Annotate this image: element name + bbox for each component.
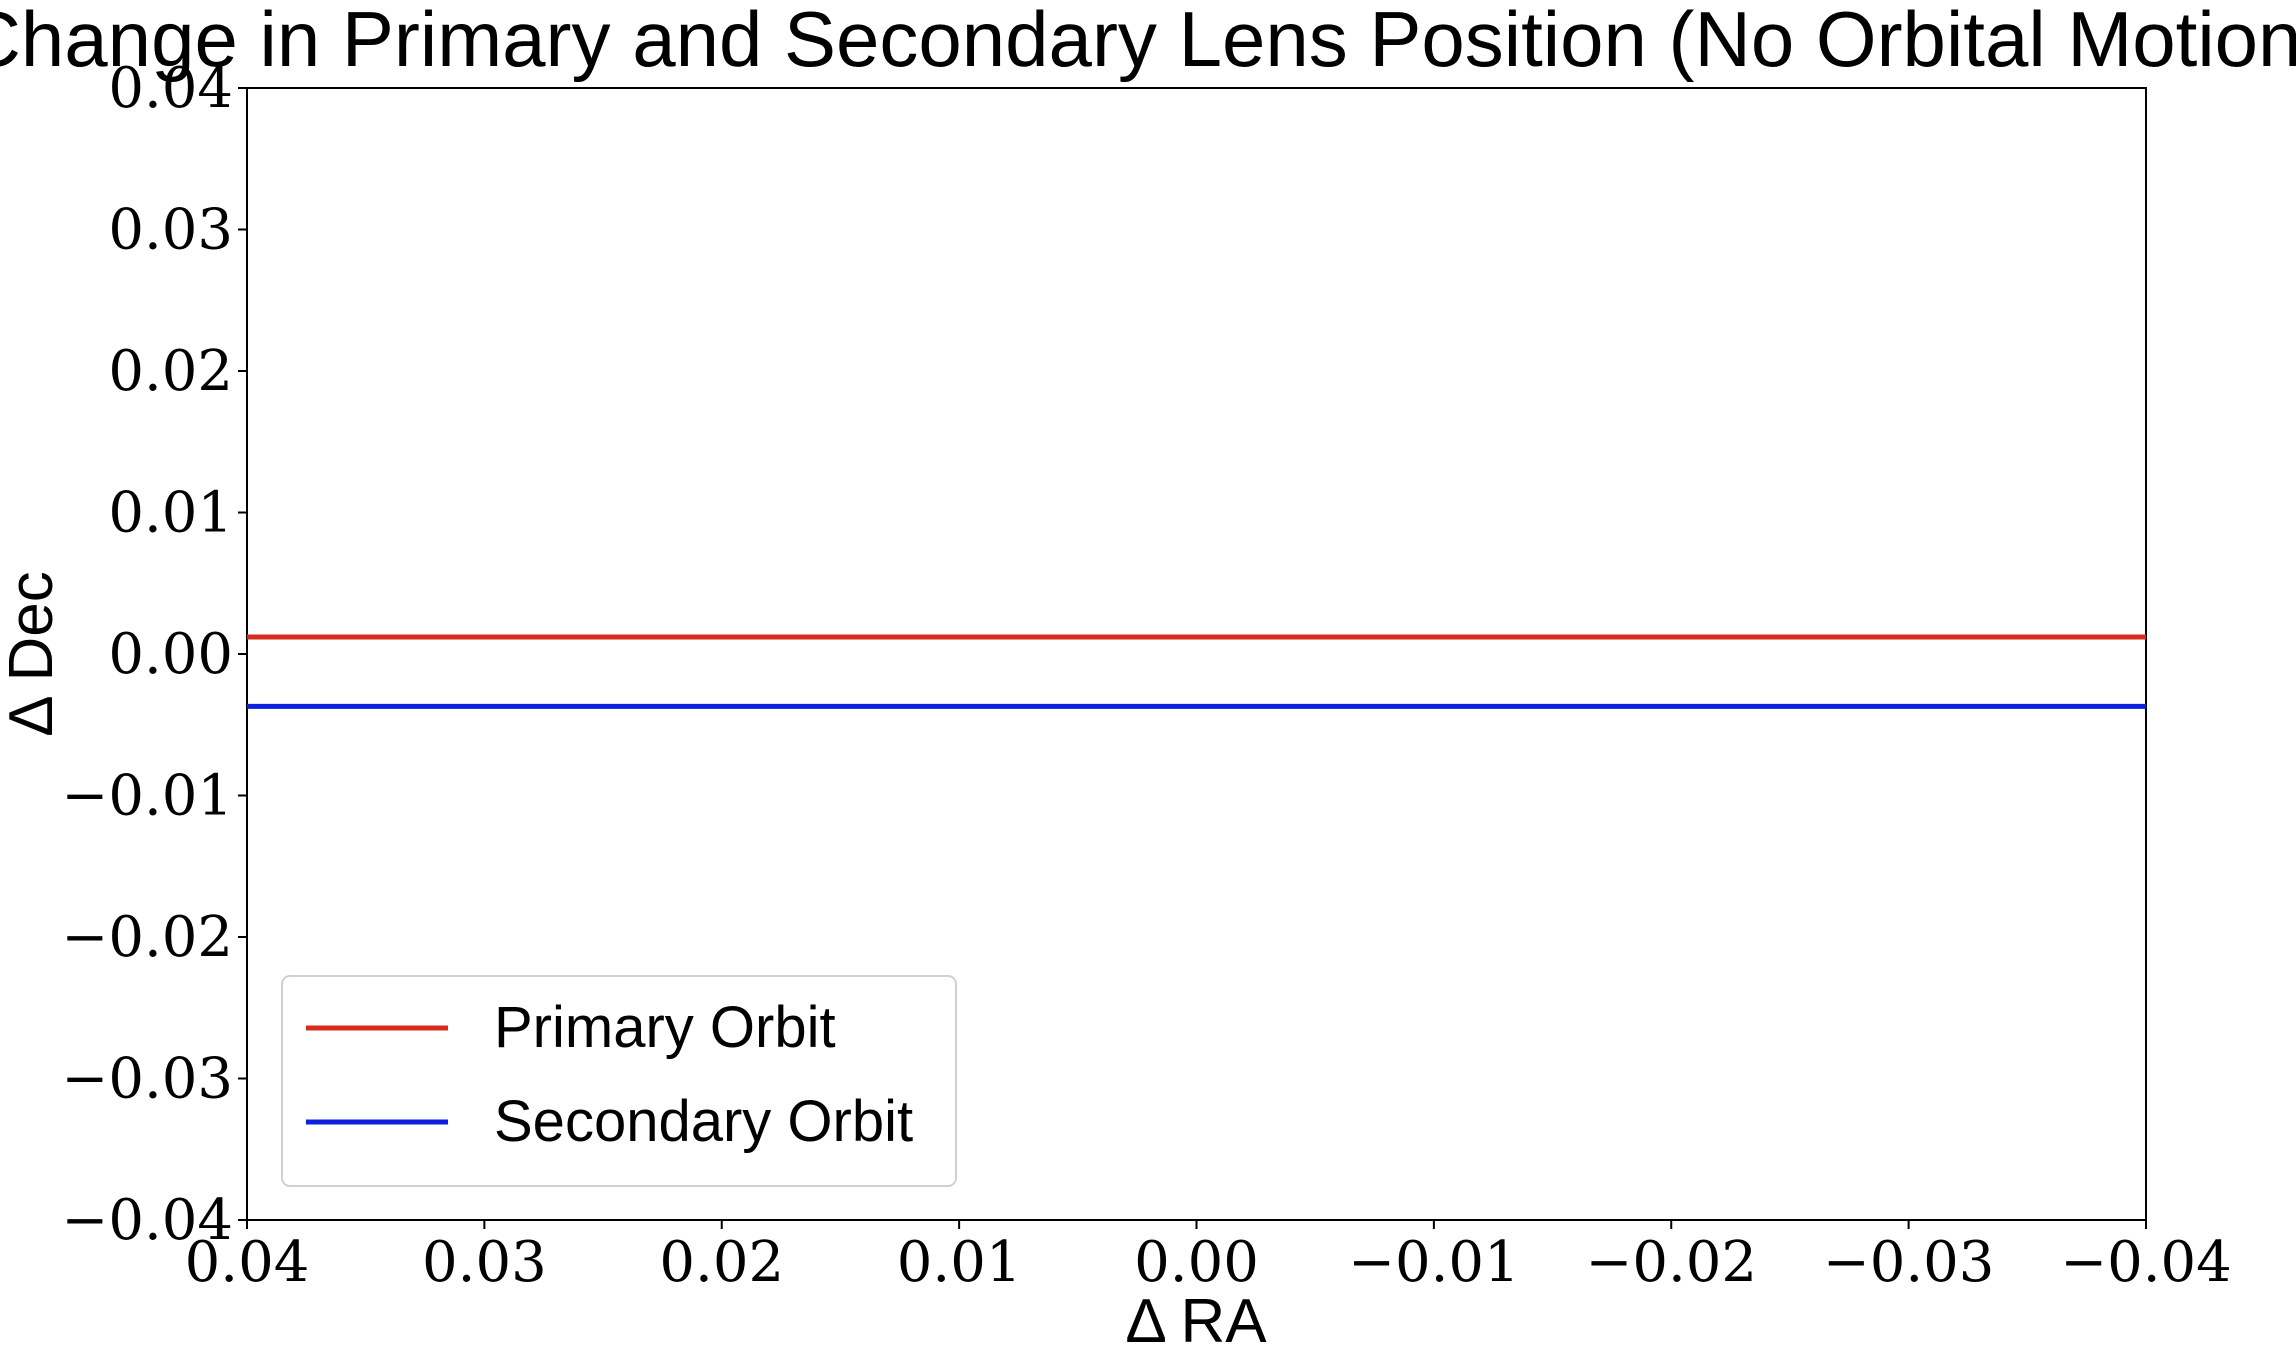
- x-axis-ticks: 0.04 0.03 0.02 0.01 0.00 −0.01 −0.02 −0.03 −0.04: [185, 1220, 2232, 1295]
- x-tick-label: −0.03: [1823, 1230, 1995, 1295]
- x-tick-label: −0.02: [1585, 1230, 1757, 1295]
- y-tick-label: 0.02: [108, 339, 233, 404]
- x-axis-label: Δ RA: [1125, 1287, 1267, 1350]
- y-tick-label: 0.04: [108, 56, 233, 121]
- y-tick-label: −0.01: [61, 764, 233, 829]
- x-tick-label: 0.00: [1134, 1230, 1259, 1295]
- legend-box: [281, 975, 957, 1187]
- x-tick-label: 0.01: [897, 1230, 1022, 1295]
- y-tick-label: −0.04: [61, 1188, 233, 1253]
- y-axis-label: Δ Dec: [0, 571, 66, 736]
- x-tick-label: 0.03: [422, 1230, 547, 1295]
- y-tick-label: −0.02: [61, 905, 233, 970]
- chart-title: Change in Primary and Secondary Lens Pos…: [0, 0, 2296, 83]
- series-lines: [247, 634, 2146, 709]
- y-tick-label: 0.00: [108, 622, 233, 687]
- x-tick-label: 0.02: [659, 1230, 784, 1295]
- legend-label-secondary: Secondary Orbit: [494, 1089, 913, 1154]
- y-tick-label: 0.01: [108, 481, 233, 546]
- y-axis-ticks: 0.04 0.03 0.02 0.01 0.00 −0.01 −0.02 −0.03 −0.04: [61, 56, 247, 1253]
- legend: Primary Orbit Secondary Orbit: [281, 975, 957, 1187]
- y-tick-label: −0.03: [61, 1047, 233, 1112]
- legend-label-primary: Primary Orbit: [494, 995, 836, 1060]
- y-tick-label: 0.03: [108, 198, 233, 263]
- x-tick-label: −0.01: [1348, 1230, 1520, 1295]
- x-tick-label: 0.04: [185, 1230, 310, 1295]
- x-tick-label: −0.04: [2060, 1230, 2232, 1295]
